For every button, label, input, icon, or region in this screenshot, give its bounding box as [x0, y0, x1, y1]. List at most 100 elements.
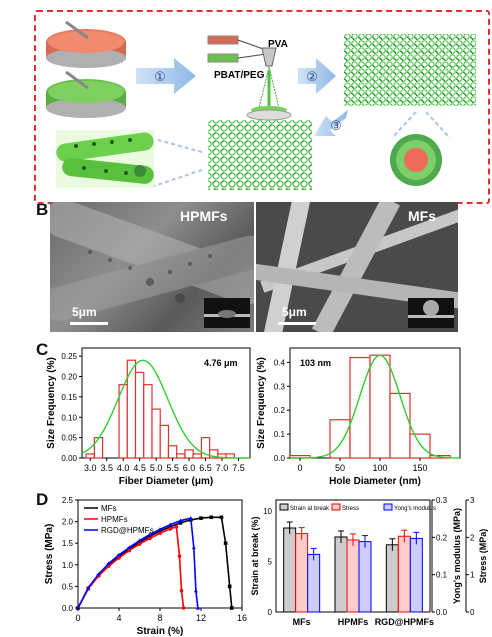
- series-marker: [168, 522, 173, 527]
- series-marker: [158, 531, 162, 536]
- category-label: RGD@HPMFs: [375, 617, 434, 627]
- series-marker: [147, 532, 152, 537]
- panel-label-d: D: [36, 490, 49, 509]
- hole-diameter-histogram: 0 50 100 150 0.0 0.1 0.2 0.3 0.4 Hole Diameter (n…: [256, 347, 461, 487]
- scale-bar-label-mfs: 5μm: [282, 305, 307, 319]
- legend-swatch: [383, 503, 393, 511]
- bar-Stress: [295, 533, 309, 613]
- series-line-HPMFs: [77, 525, 185, 609]
- series-marker: [178, 518, 183, 523]
- left-tick-label: 0: [268, 608, 273, 617]
- series-marker: [158, 527, 162, 531]
- porous-fibers-render: [56, 130, 154, 188]
- legend-label: RGD@HPMFs: [101, 526, 154, 535]
- series-marker: [195, 605, 200, 610]
- y-tick-label: 0.0: [274, 454, 286, 463]
- dashed-arrow-right-2: [425, 111, 451, 139]
- fiber-diameter-histogram: 3.0 3.5 4.0 4.5 5.0 5.5 6.0 6.5 7.0 7.5 0.00 0.05 0.…: [46, 347, 251, 487]
- x-tick-label: 12: [196, 613, 206, 623]
- y-tick-label: 2.5: [62, 496, 74, 505]
- x-tick-label: 5.0: [150, 463, 163, 473]
- category-label: MFs: [293, 617, 311, 627]
- x-tick-label: 7.0: [216, 463, 229, 473]
- series-marker: [188, 515, 193, 520]
- series-marker: [137, 538, 142, 543]
- panel-label-b: B: [36, 200, 49, 219]
- bar-Strain at break: [385, 544, 399, 613]
- histogram-bar: [176, 453, 186, 459]
- y-tick-label: 0.4: [274, 358, 286, 367]
- series-marker: [106, 561, 111, 566]
- histogram-bar: [369, 354, 391, 459]
- y-tick-label: 2.0: [62, 518, 74, 527]
- bar-Yong's modulus: [307, 553, 321, 613]
- y-tick-label: 0.3: [274, 382, 286, 391]
- series-marker: [219, 515, 224, 520]
- panel-a-schematic: ① PVA PBAT/PEG ② ③: [34, 10, 490, 204]
- series-marker: [127, 548, 132, 553]
- y-tick-label: 0.1: [274, 430, 286, 439]
- series-marker: [127, 545, 132, 550]
- bar-Yong's modulus: [409, 537, 423, 613]
- series-marker: [158, 529, 162, 533]
- syringes: [207, 35, 277, 67]
- bar-Strain at break: [334, 536, 348, 613]
- series-marker: [178, 521, 183, 525]
- pbat-peg-dish: [46, 70, 126, 118]
- x-tick-label: 0: [75, 613, 80, 623]
- histogram-bar: [118, 384, 128, 459]
- histogram-bar: [143, 384, 153, 459]
- series-marker: [147, 534, 152, 539]
- x-tick-label: 6.0: [183, 463, 196, 473]
- y-tick-label: 0.25: [61, 352, 77, 361]
- x-tick-label: 3.5: [100, 463, 113, 473]
- stress-strain-chart: MFs HPMFs RGD@HPMFs 0 4 8 12 16 0.0 0.5 1.0 1.5 2.0 2…: [44, 496, 247, 636]
- sem-label-hpmfs: HPMFs: [180, 208, 228, 224]
- series-marker: [227, 584, 232, 589]
- step-1-label: ①: [154, 69, 166, 84]
- mean-annotation: 103 nm: [300, 358, 331, 368]
- series-marker: [229, 606, 234, 610]
- series-marker: [117, 552, 121, 557]
- bar-Stress: [346, 539, 360, 613]
- series-marker: [96, 572, 101, 576]
- x-tick-label: 50: [335, 463, 345, 473]
- mid-tick-label: 0.3: [436, 496, 448, 505]
- histogram-bar: [409, 433, 431, 459]
- right-tick-label: 0: [470, 608, 475, 617]
- series-marker: [223, 541, 228, 545]
- legend-swatch: [279, 503, 289, 511]
- series-marker: [191, 545, 196, 550]
- series-marker: [137, 542, 142, 546]
- legend-label: Strain at break: [290, 506, 330, 512]
- y-tick-label: 1.0: [62, 561, 74, 570]
- sem-image-hpmfs: HPMFs 5μm: [50, 202, 254, 332]
- step-3-arrow: [314, 110, 348, 136]
- histogram-bar: [93, 437, 104, 459]
- contact-angle-inset-hpmfs: [204, 298, 250, 328]
- x-axis-label: Hole Diameter (nm): [329, 476, 421, 487]
- series-marker: [86, 585, 91, 590]
- y-axis-label: Stress (MPa): [44, 524, 55, 585]
- x-axis-label: Strain (%): [137, 626, 184, 636]
- dashed-arrow-left-2: [153, 169, 203, 187]
- x-tick-label: 7.5: [232, 463, 245, 473]
- series-marker: [209, 515, 214, 520]
- panel-label-c: C: [36, 340, 49, 359]
- core-shell-fiber-icon: [390, 134, 442, 186]
- right-tick-label: 3: [470, 496, 475, 505]
- x-tick-label: 6.5: [199, 463, 212, 473]
- mid-tick-label: 0.1: [436, 571, 448, 580]
- histogram-bar: [167, 445, 178, 459]
- sem-label-mfs: MFs: [408, 208, 436, 224]
- left-tick-label: 10: [263, 507, 272, 516]
- y-axis-label: Size Frequency (%): [46, 357, 57, 449]
- histogram-bar: [159, 424, 170, 459]
- series-marker: [199, 516, 203, 520]
- left-axis-label: Strain at break (%): [250, 516, 260, 595]
- category-label: HPMFs: [338, 617, 369, 627]
- series-marker: [179, 588, 184, 593]
- electrospinning-jet: [246, 66, 292, 121]
- histogram-bar: [134, 371, 145, 459]
- x-tick-label: 8: [157, 613, 162, 623]
